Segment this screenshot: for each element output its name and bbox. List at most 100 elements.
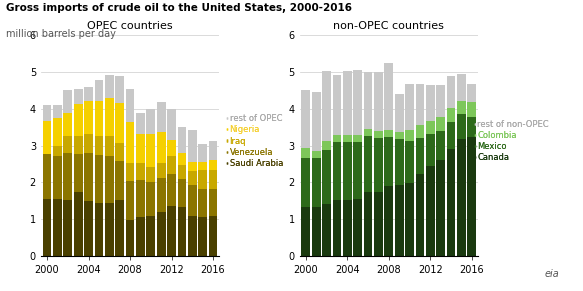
Bar [405,84,414,130]
Bar [395,132,403,139]
Bar [167,173,176,205]
Bar [374,131,383,138]
Bar [405,183,414,256]
Bar [146,109,155,134]
Bar [312,92,321,151]
Bar [364,136,373,192]
Bar [312,158,321,207]
Bar [177,153,187,165]
Bar [136,134,145,163]
Bar [177,179,187,207]
Bar [301,207,310,256]
Bar [157,102,166,132]
Bar [64,153,72,200]
Bar [364,129,373,136]
Title: OPEC countries: OPEC countries [87,21,173,31]
Bar [94,155,103,203]
Bar [125,181,135,220]
Bar [384,186,394,256]
Bar [209,216,217,256]
Bar [136,180,145,217]
Bar [322,204,331,256]
Bar [157,132,166,163]
Bar [157,178,166,212]
Bar [436,160,445,256]
Bar [209,160,217,170]
Bar [84,153,93,201]
Bar [125,89,135,122]
Bar [105,156,114,203]
Bar [374,192,383,256]
Bar [343,142,352,200]
Bar [468,102,476,117]
Bar [167,156,176,173]
Bar [384,63,394,130]
Bar [53,105,62,118]
Bar [426,85,435,121]
Bar [188,130,196,162]
Bar [115,103,124,143]
Bar [115,200,124,256]
Bar [343,135,352,142]
Bar [64,200,72,256]
Bar [94,203,103,256]
Bar [457,114,466,139]
Bar [209,170,217,189]
Text: million barrels per day: million barrels per day [6,29,115,39]
Bar [43,121,51,154]
Bar [188,162,196,171]
Bar [115,161,124,200]
Bar [115,76,124,103]
Bar [416,139,424,173]
Bar [64,90,72,113]
Bar [125,163,135,181]
Bar [322,71,331,141]
Bar [301,148,310,158]
Bar [364,72,373,129]
Bar [468,117,476,137]
Bar [209,141,217,160]
Bar [105,75,114,98]
Bar [312,207,321,256]
Bar [384,137,394,186]
Bar [384,130,394,137]
Bar [301,90,310,148]
Bar [416,125,424,139]
Bar [364,192,373,256]
Bar [177,207,187,256]
Bar [146,134,155,167]
Bar [188,171,196,185]
Bar [198,144,207,162]
Bar [53,199,62,256]
Bar [146,216,155,256]
Title: non-OPEC countries: non-OPEC countries [333,21,444,31]
Bar [332,200,342,256]
Bar [188,185,196,216]
Bar [125,122,135,163]
Bar [177,127,187,153]
Bar [157,163,166,178]
Bar [105,98,114,136]
Bar [74,192,83,256]
Bar [353,70,362,135]
Bar [447,122,455,149]
Bar [447,149,455,256]
Bar [177,165,187,179]
Bar [94,80,103,100]
Bar [84,101,93,134]
Bar [436,85,445,117]
Bar [457,74,466,101]
Bar [332,75,342,135]
Bar [416,84,424,125]
Bar [84,86,93,101]
Bar [136,217,145,256]
Bar [353,142,362,198]
Bar [53,146,62,156]
Bar [146,182,155,216]
Bar [53,156,62,199]
Bar [136,163,145,180]
Bar [447,108,455,122]
Bar [105,136,114,156]
Bar [395,139,403,184]
Bar [94,100,103,136]
